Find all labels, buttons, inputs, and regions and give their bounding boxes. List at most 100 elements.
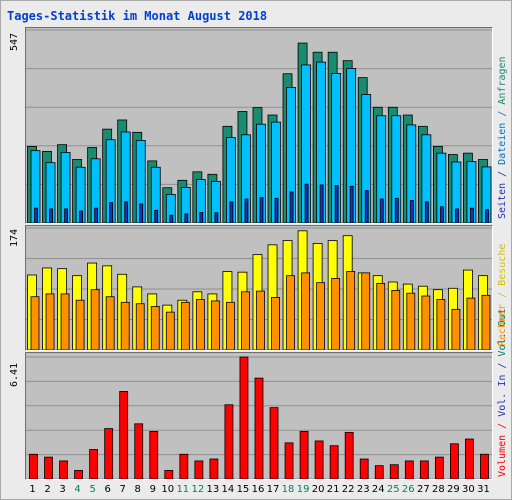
x-tick-label: 6: [104, 484, 111, 495]
bar-dateien: [75, 166, 86, 223]
x-tick-label: 14: [221, 484, 235, 495]
bar-rechner: [376, 282, 386, 350]
x-tick-label: 3: [59, 484, 66, 495]
bar-volumen: [465, 438, 474, 479]
bar-volumen: [329, 445, 339, 479]
x-tick-label: 23: [356, 484, 370, 495]
chart-volumen-svg: [26, 356, 492, 479]
bar-rechner: [75, 299, 85, 350]
legend-sep: /: [497, 104, 508, 123]
chart-anfragen-svg: [26, 29, 492, 223]
bar-rechner: [90, 289, 100, 350]
legend-sep: /: [497, 164, 508, 183]
x-tick-label: 22: [341, 484, 355, 495]
bar-rechner: [301, 272, 310, 350]
legend-anfragen: Anfragen: [497, 56, 508, 105]
bar-rechner: [60, 293, 70, 350]
bar-volumen: [450, 443, 459, 479]
x-tick-label: 8: [134, 484, 141, 495]
bar-seiten: [409, 200, 414, 223]
bar-volumen: [89, 449, 99, 479]
bar-dateien: [241, 134, 251, 223]
bar-dateien: [466, 161, 477, 223]
bar-seiten: [304, 183, 309, 223]
bar-seiten: [485, 209, 489, 223]
x-tick-label: 28: [431, 484, 445, 495]
legend-vol-out: Vol. Out: [497, 308, 508, 357]
bar-volumen: [374, 465, 384, 479]
bar-dateien: [210, 180, 221, 223]
legend-bot: Volumen / Vol. In / Vol. Out: [497, 308, 508, 477]
bar-volumen: [404, 460, 414, 479]
bar-rechner: [150, 306, 160, 350]
bar-rechner: [406, 292, 416, 350]
bar-volumen: [119, 391, 129, 479]
x-tick-label: 2: [44, 484, 51, 495]
bar-rechner: [226, 301, 235, 350]
bar-seiten: [229, 201, 234, 223]
x-tick-label: 12: [191, 484, 205, 495]
bar-volumen: [314, 440, 324, 479]
legend-besuche: Besuche: [497, 243, 508, 286]
bar-volumen: [480, 453, 489, 479]
x-tick-label: 25: [386, 484, 400, 495]
bar-dateien: [391, 115, 402, 223]
bar-seiten: [319, 184, 324, 223]
bar-volumen: [299, 431, 309, 479]
x-tick-label: 10: [161, 484, 175, 495]
x-tick-label: 7: [119, 484, 126, 495]
bar-rechner: [195, 299, 205, 350]
bar-seiten: [199, 212, 204, 223]
bar-dateien: [406, 124, 417, 223]
bar-rechner: [105, 296, 115, 350]
x-tick-label: 20: [311, 484, 325, 495]
x-tick-label: 21: [326, 484, 340, 495]
bar-rechner: [451, 308, 461, 350]
bar-volumen: [59, 460, 68, 479]
x-tick-label: 31: [477, 484, 490, 495]
legend-seiten: Seiten: [497, 182, 508, 219]
bar-dateien: [120, 131, 131, 223]
x-tick-label: 1: [29, 484, 36, 495]
bar-seiten: [334, 185, 339, 223]
chart-title: Tages-Statistik im Monat August 2018: [7, 9, 268, 23]
bar-rechner: [286, 275, 295, 350]
x-tick-label: 5: [89, 484, 96, 495]
bar-rechner: [466, 297, 476, 350]
bar-rechner: [120, 301, 130, 350]
x-tick-label: 9: [149, 484, 156, 495]
bar-volumen: [149, 431, 159, 479]
x-tick-label: 16: [251, 484, 265, 495]
bar-seiten: [394, 197, 399, 223]
bar-dateien: [346, 68, 357, 223]
bar-volumen: [104, 428, 114, 479]
x-axis: 1 2 3 4 5 6 7 8 9 10 11 12 13 14 15 16 17 18 19 20 21 22 23 24 2…: [25, 481, 491, 497]
bar-seiten: [214, 212, 219, 223]
bar-seiten: [470, 207, 474, 223]
bar-volumen: [29, 453, 38, 479]
bar-dateien: [301, 64, 311, 223]
bar-seiten: [244, 198, 249, 223]
bar-seiten: [109, 202, 114, 223]
bar-volumen: [389, 464, 399, 479]
bar-rechner: [391, 290, 401, 350]
bar-dateien: [150, 166, 161, 223]
legend-dateien: Dateien: [497, 122, 508, 165]
bar-dateien: [45, 162, 56, 223]
bar-seiten: [49, 208, 53, 223]
panel-anfragen: [25, 27, 493, 224]
x-tick-label: 17: [266, 484, 280, 495]
x-tick-label: 19: [296, 484, 310, 495]
x-tick-label: 26: [401, 484, 415, 495]
legend-vol-in: Vol. In: [497, 374, 508, 417]
bar-volumen: [224, 404, 234, 479]
bar-seiten: [349, 185, 354, 223]
y-max-label-anfragen: 547: [9, 32, 20, 51]
bar-rechner: [481, 294, 491, 350]
bar-rechner: [271, 297, 280, 350]
legend-sep: /: [497, 356, 508, 375]
bar-rechner: [316, 282, 326, 350]
bar-volumen: [434, 456, 444, 479]
bar-seiten: [259, 197, 264, 223]
bar-seiten: [79, 210, 83, 223]
